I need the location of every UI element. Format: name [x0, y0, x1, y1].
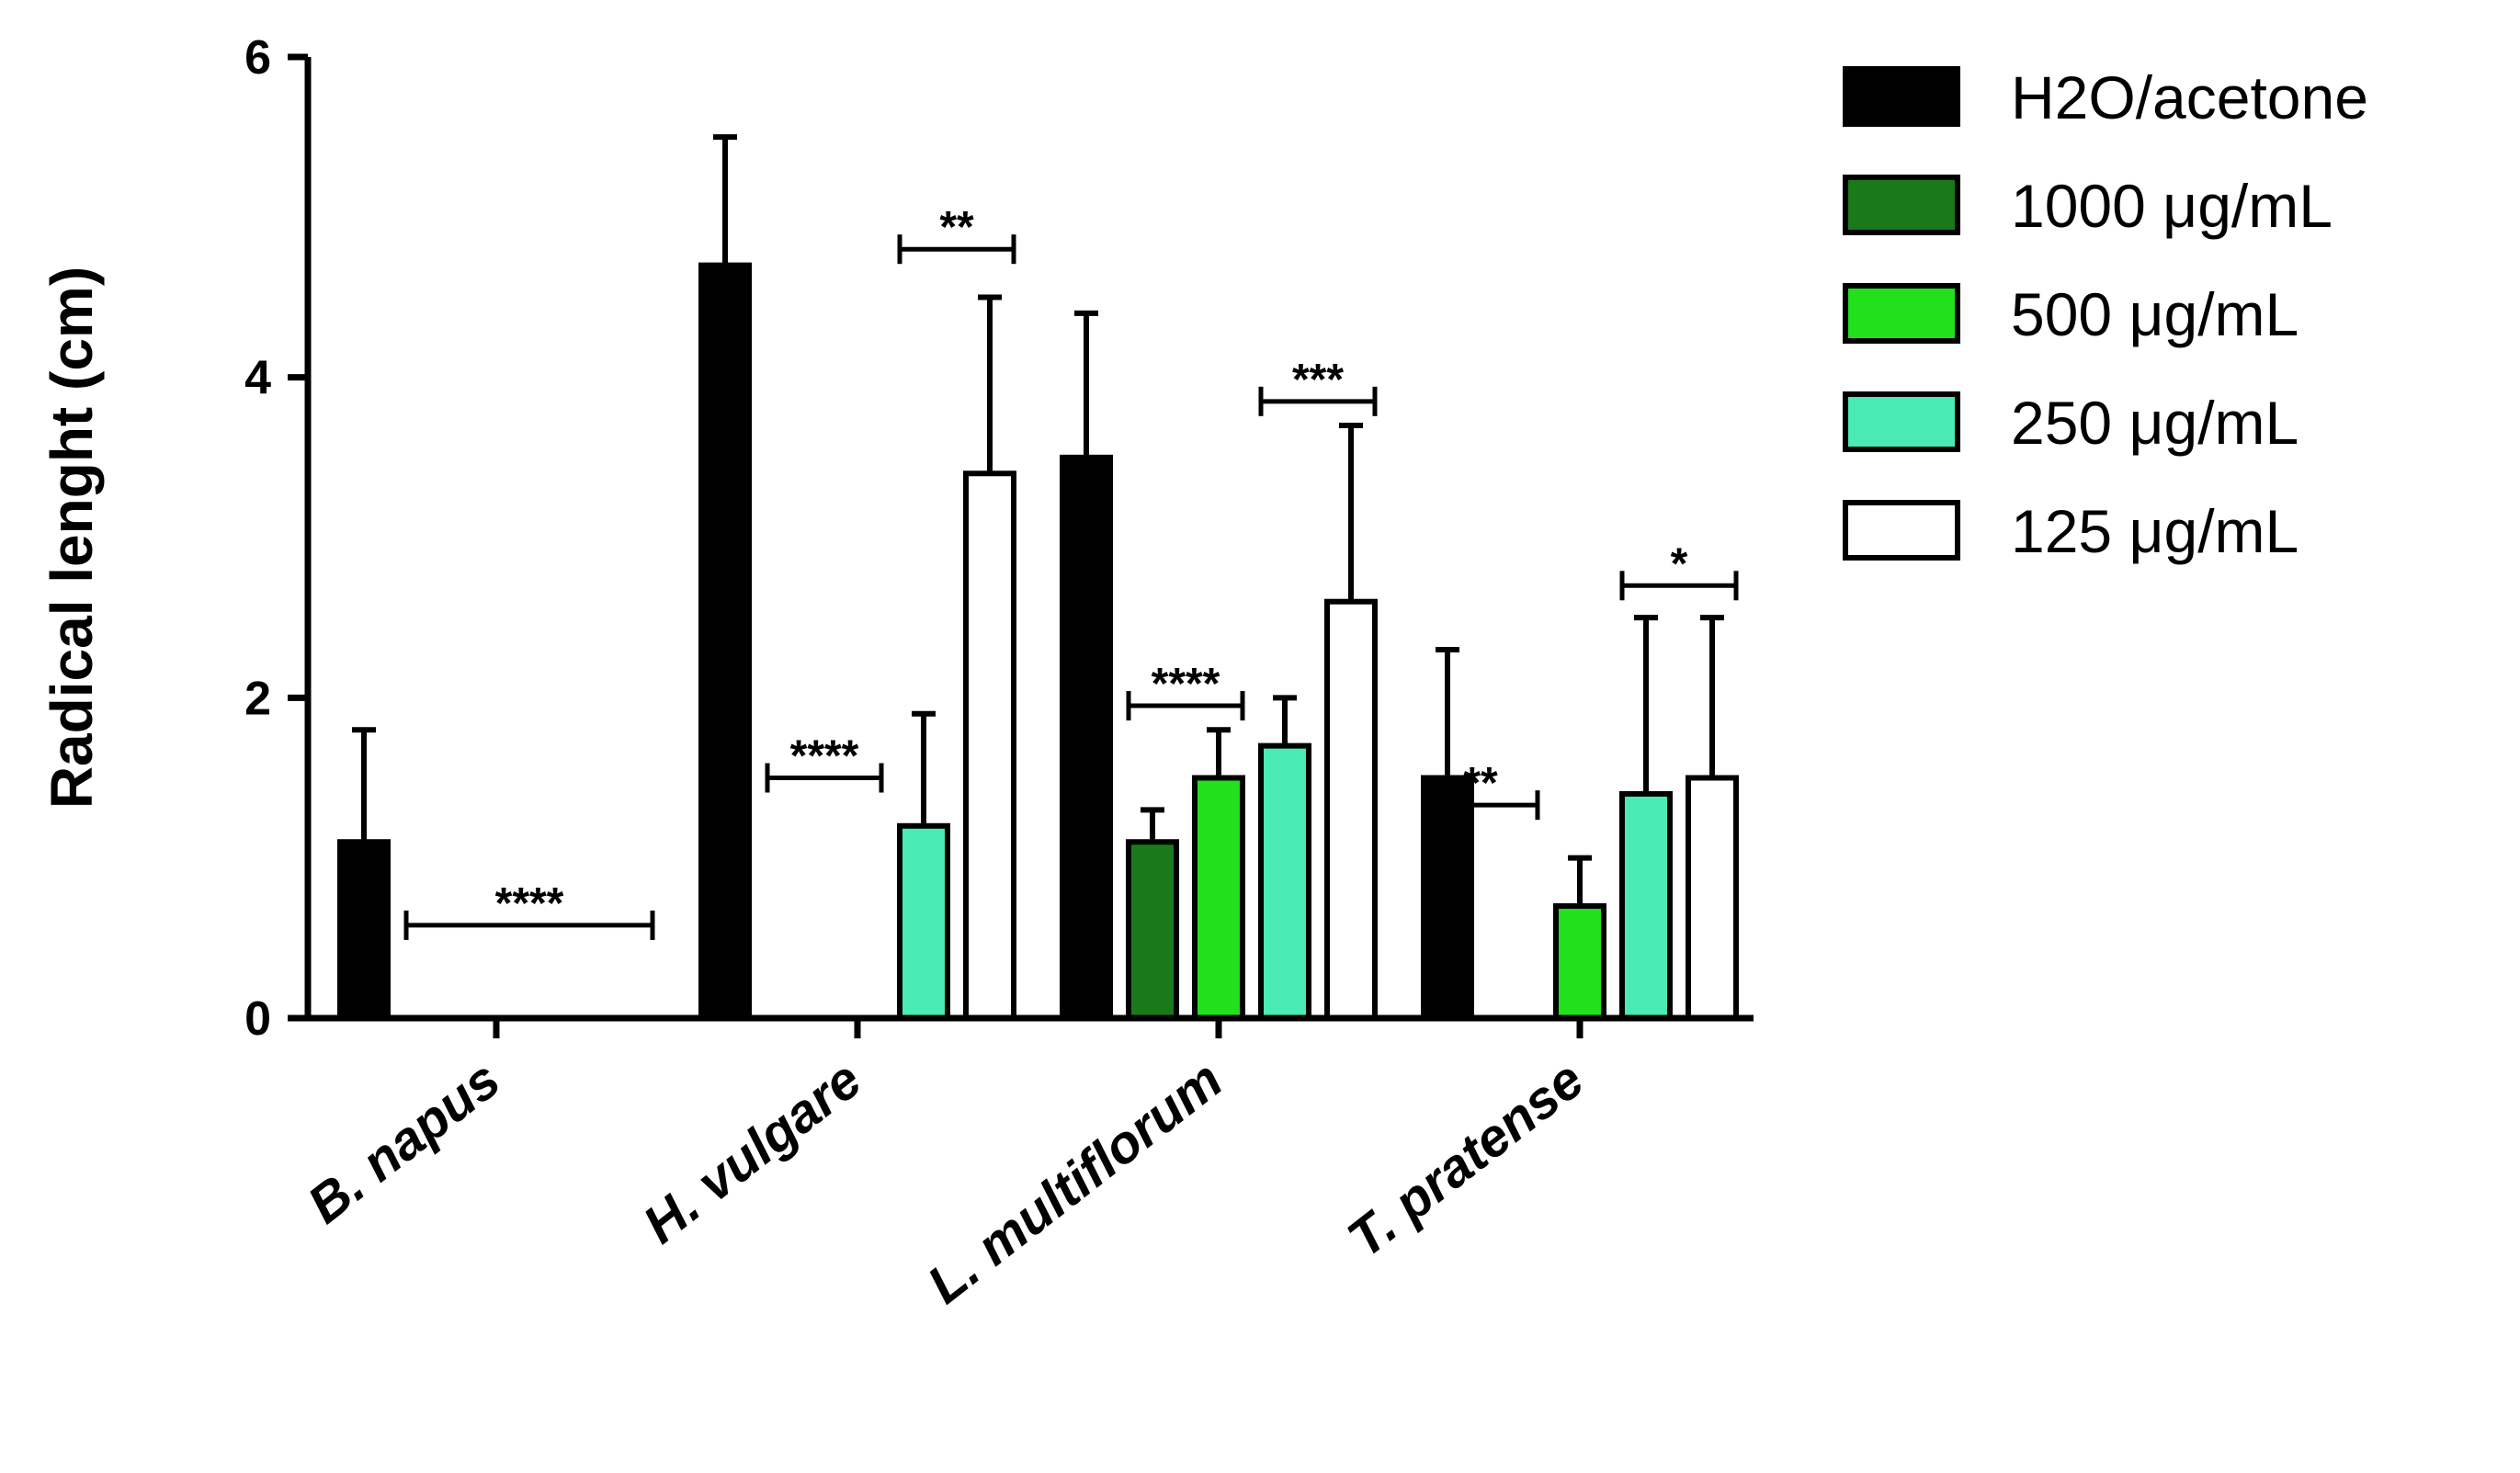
bar-3-3 — [1619, 790, 1673, 1022]
y-tick-label-2: 4 — [244, 352, 271, 405]
x-tick-label-0: B. napus — [297, 1049, 511, 1235]
legend-label-2: 500 μg/mL — [2011, 280, 2299, 348]
significance-label-0: **** — [495, 879, 564, 928]
legend-swatch-0 — [1843, 66, 1960, 127]
y-axis-label: Radical lenght (cm) — [39, 266, 105, 809]
plot-area: 0 2 4 6 B. napus H. vulgare L. multiflorum T. p… — [244, 31, 1754, 1315]
legend-label-1: 1000 μg/mL — [2011, 172, 2333, 240]
bar-2-2 — [1192, 775, 1245, 1021]
significance-label-4: *** — [1292, 356, 1344, 404]
legend-swatch-3 — [1843, 391, 1960, 452]
significance-label-5: ** — [1463, 759, 1498, 808]
bar-3-4 — [1686, 775, 1739, 1021]
significance-label-2: ** — [939, 203, 974, 252]
bar-0-0 — [337, 839, 391, 1021]
legend: H2O/acetone 1000 μg/mL 500 μg/mL 250 μg/mL 1… — [1843, 63, 2368, 565]
x-tick-label-3: T. pratense — [1337, 1049, 1595, 1269]
bar-3-2 — [1553, 902, 1606, 1022]
y-tick-label-3: 6 — [244, 31, 271, 85]
bar-3-0 — [1421, 775, 1474, 1021]
legend-swatch-1 — [1843, 175, 1960, 235]
legend-swatch-4 — [1843, 500, 1960, 561]
legend-label-3: 250 μg/mL — [2011, 389, 2299, 457]
x-tick-label-1: H. vulgare — [632, 1049, 872, 1255]
bar-2-1 — [1126, 839, 1179, 1021]
bar-1-3 — [897, 822, 950, 1021]
y-tick-label-0: 0 — [244, 992, 271, 1046]
bar-2-3 — [1258, 742, 1311, 1022]
x-tick-label-2: L. multiflorum — [916, 1049, 1233, 1315]
bar-1-4 — [963, 470, 1016, 1021]
legend-label-0: H2O/acetone — [2011, 63, 2368, 131]
legend-label-4: 125 μg/mL — [2011, 497, 2299, 565]
legend-swatch-2 — [1843, 283, 1960, 344]
significance-label-3: **** — [1152, 660, 1220, 708]
bar-2-0 — [1060, 454, 1113, 1022]
bar-2-4 — [1324, 598, 1378, 1021]
significance-label-6: * — [1671, 539, 1688, 588]
significance-label-1: **** — [790, 732, 859, 781]
y-tick-label-1: 2 — [244, 672, 271, 725]
bar-1-0 — [698, 262, 752, 1021]
